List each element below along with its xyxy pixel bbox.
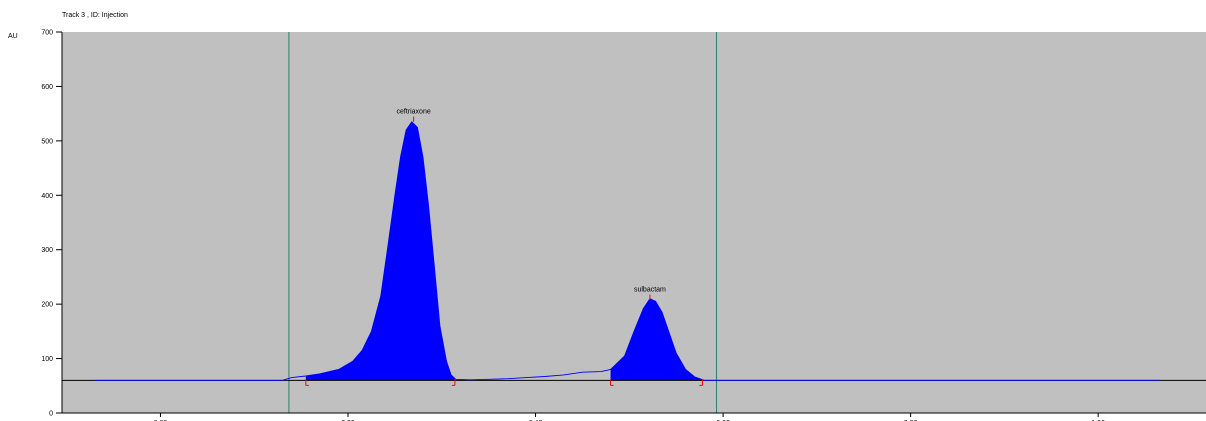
y-axis-ticks: 0 100 200 300 400 500 600 700 <box>41 30 62 418</box>
y-axis-label: AU <box>8 33 18 40</box>
y-tick-label-700: 700 <box>41 30 53 37</box>
peak-bound-ceftriaxone-end <box>451 379 456 386</box>
y-tick-label-0: 0 <box>49 411 53 418</box>
peak-label-sulbactam: sulbactam <box>634 287 666 294</box>
y-tick-label-100: 100 <box>41 356 53 363</box>
vertical-markers <box>288 32 718 413</box>
series-line <box>94 121 1160 381</box>
y-tick-label-600: 600 <box>41 84 53 91</box>
peak-fills <box>305 121 703 381</box>
y-tick-label-200: 200 <box>41 302 53 309</box>
peak-markers: ceftriaxone sulbactam <box>305 109 703 386</box>
peak-bound-sulbactam-end <box>699 379 703 386</box>
peak-bound-sulbactam-start <box>610 379 614 386</box>
y-tick-label-400: 400 <box>41 193 53 200</box>
peak-bound-ceftriaxone-start <box>305 379 309 386</box>
peak-label-ceftriaxone: ceftriaxone <box>397 109 431 116</box>
y-tick-label-500: 500 <box>41 138 53 145</box>
y-tick-label-300: 300 <box>41 247 53 254</box>
peak-fill-sulbactam <box>610 298 703 381</box>
peak-fill-ceftriaxone <box>305 121 455 381</box>
chart-title: Track 3 , ID: Injection <box>62 12 128 19</box>
x-axis-ticks: 0.000.200.400.600.801.00 <box>154 413 1105 421</box>
